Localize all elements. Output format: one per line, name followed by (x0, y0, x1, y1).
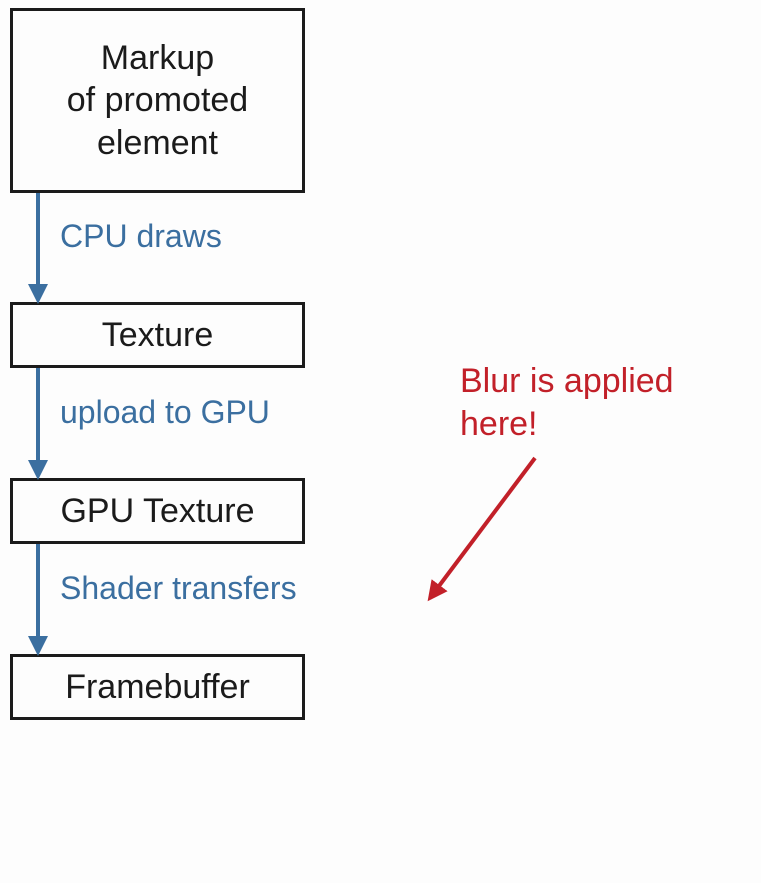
edge-label-upload-to-gpu: upload to GPU (60, 394, 270, 431)
node-framebuffer: Framebuffer (10, 654, 305, 720)
node-label: Markupof promotedelement (67, 37, 248, 165)
node-markup: Markupof promotedelement (10, 8, 305, 193)
node-texture: Texture (10, 302, 305, 368)
node-label: Framebuffer (65, 666, 250, 709)
annotation-arrow (430, 458, 535, 598)
node-label: Texture (102, 314, 214, 357)
flowchart-diagram: Markupof promotedelement Texture GPU Tex… (0, 0, 761, 883)
edge-label-shader-transfers: Shader transfers (60, 570, 297, 607)
edge-label-cpu-draws: CPU draws (60, 218, 222, 255)
annotation-blur: Blur is appliedhere! (460, 360, 674, 445)
node-gpu-texture: GPU Texture (10, 478, 305, 544)
node-label: GPU Texture (60, 490, 254, 533)
